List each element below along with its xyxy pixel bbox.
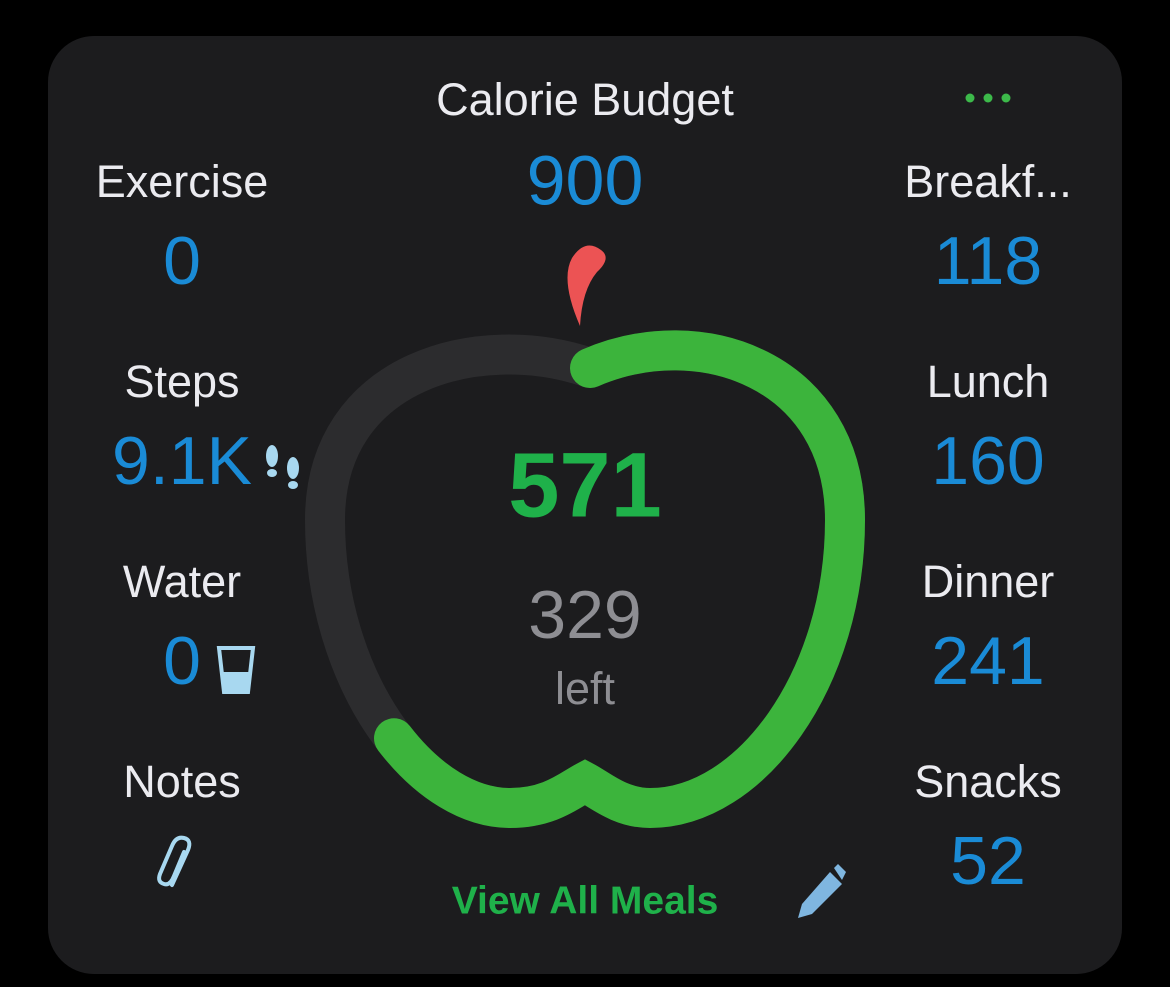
dinner-value[interactable]: 241 <box>931 623 1044 699</box>
card-title: Calorie Budget <box>436 74 734 125</box>
apple-stem <box>567 245 606 326</box>
dinner-label[interactable]: Dinner <box>922 556 1055 607</box>
notes-clip-icon[interactable] <box>157 835 192 887</box>
notes-label[interactable]: Notes <box>123 756 241 807</box>
water-value[interactable]: 0 <box>163 623 201 699</box>
budget-value: 900 <box>527 141 644 219</box>
exercise-value[interactable]: 0 <box>163 223 201 299</box>
steps-value[interactable]: 9.1K <box>112 423 252 499</box>
breakfast-value[interactable]: 118 <box>934 223 1042 299</box>
consumed-value: 571 <box>508 434 662 536</box>
snacks-value[interactable]: 52 <box>950 823 1026 899</box>
water-glass-icon[interactable] <box>216 646 256 694</box>
lunch-value[interactable]: 160 <box>931 423 1044 499</box>
view-all-meals-link[interactable]: View All Meals <box>452 879 719 922</box>
remaining-label: left <box>555 663 616 714</box>
exercise-label[interactable]: Exercise <box>96 156 269 207</box>
apple-progress <box>304 330 866 829</box>
more-menu[interactable] <box>965 93 1011 103</box>
breakfast-label[interactable]: Breakf... <box>904 156 1072 207</box>
remaining-value: 329 <box>528 577 641 653</box>
lunch-label[interactable]: Lunch <box>927 356 1050 407</box>
steps-icon <box>266 445 299 489</box>
snacks-label[interactable]: Snacks <box>914 756 1062 807</box>
water-label[interactable]: Water <box>123 556 241 607</box>
calorie-card <box>48 36 1122 974</box>
edit-button[interactable] <box>798 864 846 918</box>
steps-label[interactable]: Steps <box>124 356 239 407</box>
